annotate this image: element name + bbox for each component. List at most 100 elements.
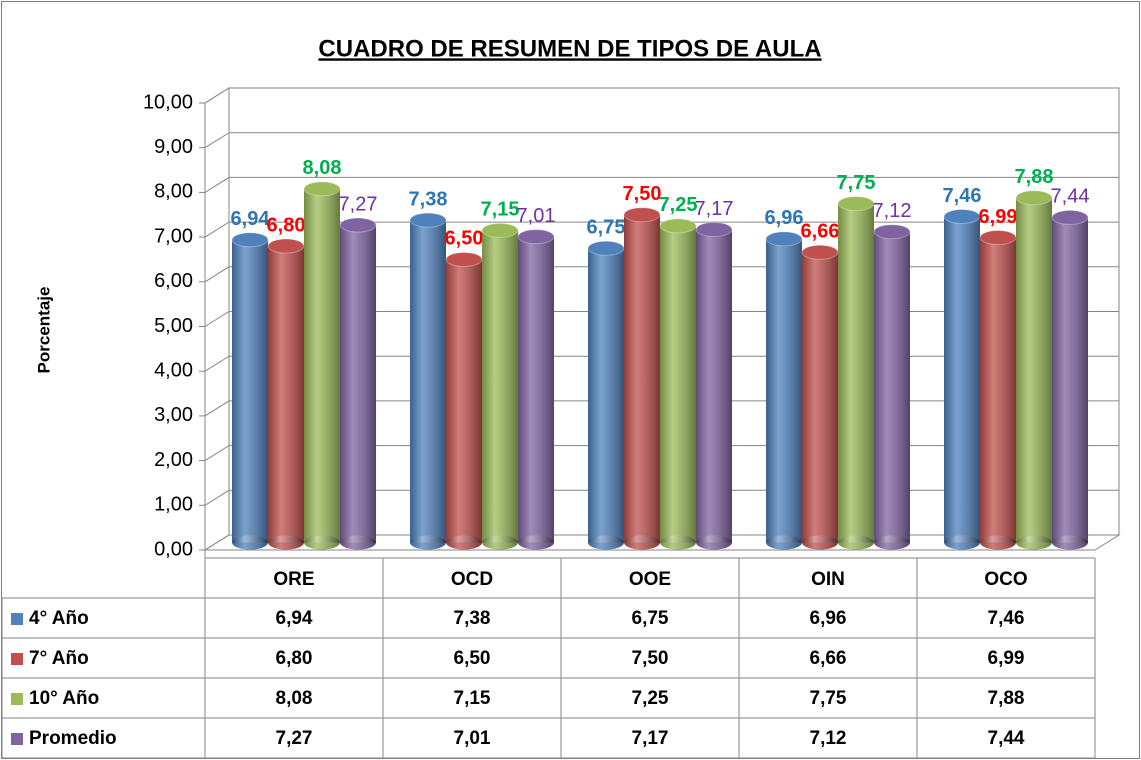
bar [303,181,341,550]
grid-line [204,87,1119,104]
bar [765,231,803,550]
bar-top [623,207,661,223]
table-cell: 8,08 [276,688,313,709]
bar-top [267,238,305,254]
bar [1015,190,1053,550]
data-label: 6,50 [445,228,484,250]
bar-body-shade [304,188,340,543]
grid-line [204,221,1119,238]
bar-top [695,222,733,238]
grid-line [204,176,1119,193]
bar-body-shade [874,231,910,543]
bar [695,222,733,550]
table-cell: 7,12 [810,728,847,749]
bar [339,217,377,550]
bar-body-shade [340,225,376,543]
bar [943,209,981,550]
y-tick-label: 10,00 [143,91,193,113]
bar [517,229,555,550]
bar-body-shade [766,238,802,543]
bar-body-shade [410,220,446,543]
table-cell: 7,15 [454,688,491,709]
bar [409,212,447,550]
data-label: 7,25 [659,194,698,216]
data-label: 7,88 [1015,166,1054,188]
table-cell: 6,96 [810,608,847,629]
bar-top [765,231,803,247]
bar [873,224,911,550]
y-tick-label: 7,00 [154,225,193,247]
y-tick-label: 2,00 [154,449,193,471]
bar [659,218,697,550]
bar [587,240,625,550]
bar-top [979,230,1017,246]
data-label: 6,96 [765,207,804,229]
legend-label: 4° Año [29,608,89,629]
bar-top [801,244,839,260]
table-cell: 7,27 [276,728,313,749]
y-tick-label: 0,00 [154,538,193,560]
table-cell: 7,75 [810,688,847,709]
table-cell: 7,88 [988,688,1025,709]
bar-body-shade [696,229,732,543]
bar-top [1015,190,1053,206]
bar-body-shade [518,236,554,543]
table-cell: 7,44 [988,728,1025,749]
table-cell: 6,99 [988,648,1025,669]
x-tick-label: ORE [273,569,314,590]
table-cell: 7,25 [632,688,669,709]
table-cell: 7,50 [632,648,669,669]
data-label: 7,27 [339,193,378,215]
bar-top [837,196,875,212]
bar-body-shade [446,259,482,543]
bar-body-shade [802,252,838,543]
data-label: 7,44 [1051,186,1090,208]
data-label: 7,46 [943,185,982,207]
data-label: 6,75 [587,217,626,239]
legend-label: 10° Año [29,688,99,709]
bar [445,251,483,550]
bar-top [587,240,625,256]
table-cell: 7,38 [454,608,491,629]
legend-label: Promedio [29,728,117,749]
y-tick-label: 6,00 [154,270,193,292]
y-tick-label: 8,00 [154,181,193,203]
bar-top [231,232,269,248]
legend-key [11,613,23,625]
y-tick-label: 1,00 [154,494,193,516]
bar-top [517,229,555,245]
data-label: 8,08 [303,157,342,179]
data-label: 7,15 [481,199,520,221]
data-label: 7,01 [517,205,556,227]
bar-top [659,218,697,234]
table-cell: 7,01 [454,728,491,749]
bar-top [303,181,341,197]
bar [837,196,875,550]
table-cell: 6,80 [276,648,313,669]
bar [623,207,661,550]
bar-body-shade [482,230,518,543]
data-label: 7,12 [873,200,912,222]
bar [231,232,269,550]
bar-body-shade [232,239,268,543]
bar-body-shade [624,214,660,543]
bar-body-shade [588,248,624,543]
bar [1051,209,1089,550]
y-tick-label: 9,00 [154,136,193,158]
y-tick-label: 4,00 [154,359,193,381]
chart-title: CUADRO DE RESUMEN DE TIPOS DE AULA [318,35,821,62]
data-label: 6,66 [801,221,840,243]
x-tick-label: OCO [984,569,1027,590]
bar-top [339,217,377,233]
bar-top [481,222,519,238]
table-cell: 6,50 [454,648,491,669]
bar-top [445,251,483,267]
bar [267,238,305,550]
data-label: 7,75 [837,172,876,194]
table-cell: 7,46 [988,608,1025,629]
data-label: 6,94 [231,208,271,230]
x-tick-label: OIN [811,569,845,590]
bar-body-shade [268,246,304,543]
data-label: 7,17 [695,198,734,220]
